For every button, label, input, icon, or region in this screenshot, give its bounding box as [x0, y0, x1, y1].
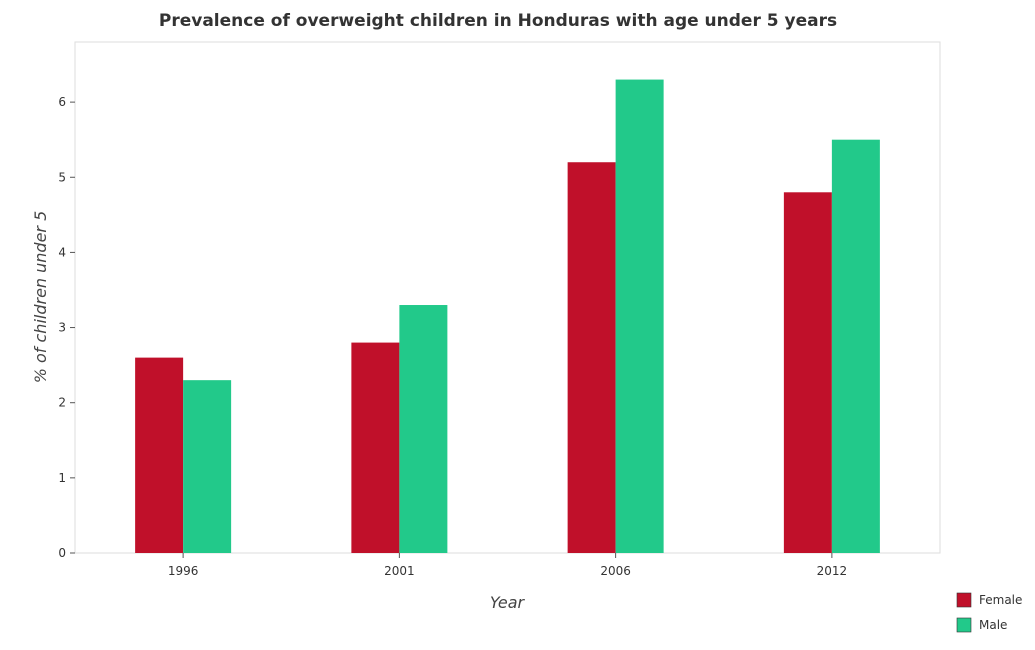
y-axis: 0 1 2 3 4 5 6: [58, 95, 75, 560]
bar-female-2006: [567, 162, 616, 553]
x-axis: 1996 2001 2006 2012: [168, 553, 847, 578]
bar-male-2001: [399, 305, 448, 553]
y-tick-label: 5: [58, 170, 66, 184]
x-axis-label: Year: [490, 593, 526, 612]
y-tick-label: 1: [58, 471, 66, 485]
legend-label-male: Male: [979, 618, 1007, 632]
bar-female-2001: [351, 342, 400, 553]
legend-label-female: Female: [979, 593, 1022, 607]
x-tick-label: 1996: [168, 564, 199, 578]
legend-swatch-female: [956, 592, 972, 608]
x-tick-label: 2012: [817, 564, 848, 578]
y-tick-label: 2: [58, 396, 66, 410]
bar-female-2012: [783, 192, 832, 553]
x-tick-label: 2001: [384, 564, 415, 578]
bar-female-1996: [135, 357, 184, 553]
bar-male-2012: [831, 139, 880, 554]
legend-swatch-male: [956, 617, 972, 633]
legend: Female Male: [956, 592, 1022, 633]
x-tick-label: 2006: [600, 564, 631, 578]
y-axis-label: % of children under 5: [31, 211, 50, 384]
bar-male-2006: [615, 79, 664, 553]
bar-male-1996: [183, 380, 232, 553]
bars: [135, 79, 880, 554]
y-tick-label: 0: [58, 546, 66, 560]
y-tick-label: 6: [58, 95, 66, 109]
y-tick-label: 3: [58, 321, 66, 335]
y-tick-label: 4: [58, 245, 66, 259]
chart-title: Prevalence of overweight children in Hon…: [159, 11, 837, 31]
